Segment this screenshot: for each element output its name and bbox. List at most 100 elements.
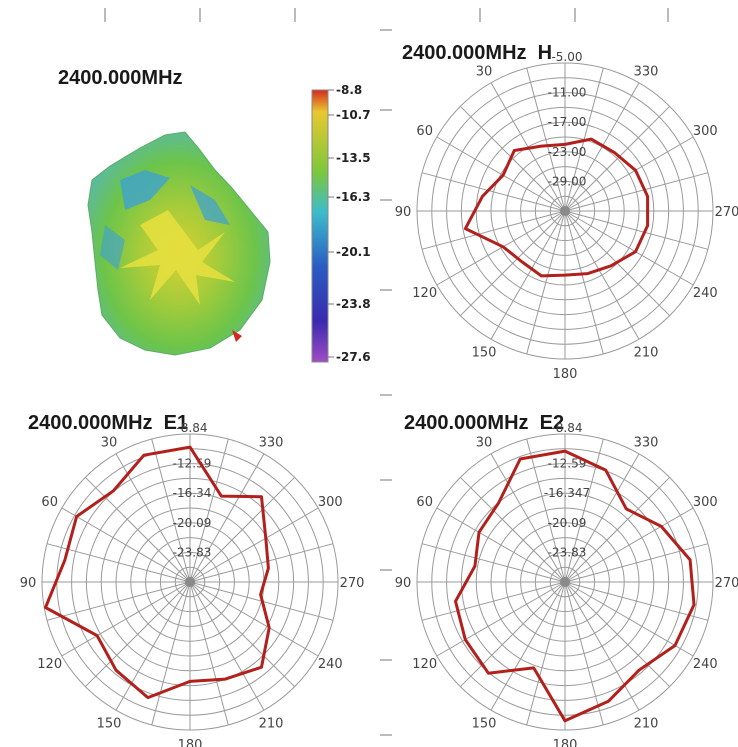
angle-label: 300 [693, 495, 718, 510]
surface-title: 2400.000MHz [58, 67, 183, 89]
angle-label: 180 [553, 738, 578, 747]
grid-spoke [564, 453, 640, 583]
radial-label: -23.00 [548, 145, 587, 159]
grid-spoke [564, 581, 640, 711]
angle-label: 180 [553, 367, 578, 382]
grid-spoke [115, 581, 191, 711]
grid-spoke [490, 453, 566, 583]
radial-label: -20.09 [548, 516, 587, 530]
colorbar-tick-label: -13.5 [336, 151, 371, 165]
polar-e2-title: 2400.000MHz E2 [404, 412, 564, 434]
angle-label: 300 [318, 495, 343, 510]
angle-label: 240 [693, 286, 718, 301]
grid-spoke [189, 476, 296, 583]
angle-label: 240 [693, 657, 718, 672]
angle-label: 60 [416, 495, 433, 510]
grid-spoke [189, 453, 265, 583]
grid-spoke [421, 210, 566, 250]
angle-label: 270 [715, 576, 738, 591]
colorbar-tick-label: -10.7 [336, 108, 371, 122]
pattern-trace [44, 445, 271, 700]
grid-spoke [151, 581, 191, 726]
radial-label: -5.00 [551, 50, 582, 64]
radial-label: -8.84 [551, 421, 582, 435]
grid-spoke [84, 476, 191, 583]
grid-spoke [564, 105, 671, 212]
grid-spoke [421, 543, 566, 583]
radial-label: -8.84 [176, 421, 207, 435]
polar-e1: 2400.000MHz E1 30 60 90 120 150 180 210 240 270 3… [20, 412, 365, 747]
grid-spoke [189, 438, 229, 583]
angle-label: 330 [634, 436, 659, 451]
surface-plot [87, 131, 271, 356]
grid-spoke [151, 438, 191, 583]
angle-label: 120 [37, 657, 62, 672]
angle-label: 150 [97, 716, 122, 731]
grid-spoke [564, 543, 709, 583]
angle-label: 330 [259, 436, 284, 451]
grid-spoke [421, 172, 566, 212]
angle-label: 300 [693, 124, 718, 139]
colorbar-tick-label: -23.8 [336, 297, 371, 311]
angle-label: 30 [476, 65, 493, 80]
angle-label: 270 [340, 576, 365, 591]
radial-label: -11.00 [548, 86, 587, 100]
grid-spoke [46, 543, 191, 583]
angle-label: 90 [395, 205, 412, 220]
angle-label: 150 [472, 716, 497, 731]
grid-spoke [459, 210, 566, 317]
grid-spoke [459, 476, 566, 583]
polar-h: 2400.000MHz H 30 60 90 120 150 180 210 240 270 30… [395, 42, 738, 382]
grid-spoke [564, 438, 604, 583]
polar-h-title: 2400.000MHz H [402, 42, 552, 64]
grid-spoke [564, 581, 671, 688]
grid-spoke [526, 581, 566, 726]
angle-label: 120 [412, 286, 437, 301]
radial-label: -16.347 [544, 486, 590, 500]
angle-label: 30 [101, 436, 118, 451]
grid-spoke [490, 581, 566, 711]
grid-spoke [436, 210, 566, 286]
polar-grid [41, 433, 339, 731]
angle-label: 180 [178, 738, 203, 747]
grid-spoke [61, 507, 191, 583]
angle-label: 210 [634, 716, 659, 731]
grid-spoke [564, 210, 640, 340]
angle-label: 240 [318, 657, 343, 672]
polar-center [560, 577, 570, 587]
radial-label: -16.34 [173, 486, 212, 500]
angle-label: 210 [259, 716, 284, 731]
grid-spoke [564, 581, 604, 726]
grid-spoke [46, 581, 191, 621]
angle-label: 60 [41, 495, 58, 510]
radial-label: -23.83 [548, 545, 587, 559]
pattern-trace [454, 449, 696, 723]
angle-label: 150 [472, 345, 497, 360]
grid-spoke [526, 210, 566, 355]
grid-spoke [189, 581, 319, 657]
grid-spoke [564, 581, 709, 621]
grid-spoke [436, 136, 566, 212]
pattern-trace [463, 137, 650, 278]
angle-label: 210 [634, 345, 659, 360]
panel-separators [104, 8, 669, 736]
colorbar-tick-label: -20.1 [336, 245, 371, 259]
grid-spoke [189, 581, 229, 726]
angle-label: 60 [416, 124, 433, 139]
polar-grid [416, 433, 714, 731]
colorbar: -8.8 -10.7 -13.5 -16.3 -20.1 -23.8 -27.6 [311, 83, 371, 364]
polar-center [185, 577, 195, 587]
grid-spoke [564, 507, 694, 583]
colorbar-tick-label: -27.6 [336, 350, 371, 364]
grid-spoke [526, 67, 566, 212]
grid-spoke [564, 210, 709, 250]
grid-spoke [436, 507, 566, 583]
colorbar-tick-label: -8.8 [336, 83, 362, 97]
grid-spoke [564, 581, 694, 657]
radial-label: -12.59 [173, 457, 212, 471]
colorbar-tick-label: -16.3 [336, 190, 371, 204]
grid-spoke [564, 210, 694, 286]
radial-label: -17.00 [548, 115, 587, 129]
grid-spoke [436, 581, 566, 657]
grid-spoke [564, 476, 671, 583]
